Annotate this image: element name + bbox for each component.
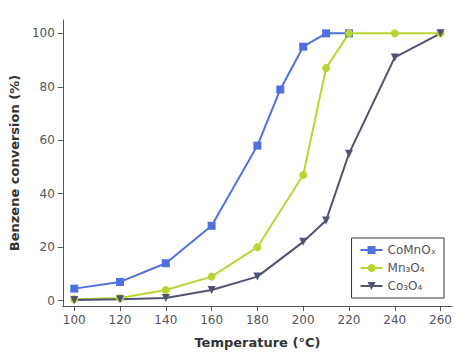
svg-text:0: 0 (47, 294, 55, 308)
svg-text:260: 260 (429, 313, 452, 327)
svg-text:200: 200 (292, 313, 315, 327)
svg-text:60: 60 (40, 133, 55, 147)
svg-text:Co₃O₄: Co₃O₄ (388, 279, 423, 293)
svg-text:Benzene conversion (%): Benzene conversion (%) (7, 75, 22, 251)
svg-text:CoMnOₓ: CoMnOₓ (388, 243, 436, 257)
svg-text:Mn₃O₄: Mn₃O₄ (388, 261, 425, 275)
svg-text:40: 40 (40, 187, 55, 201)
svg-text:220: 220 (338, 313, 361, 327)
svg-text:240: 240 (383, 313, 406, 327)
svg-text:180: 180 (246, 313, 269, 327)
svg-text:20: 20 (40, 240, 55, 254)
svg-text:140: 140 (154, 313, 177, 327)
svg-text:Temperature (°C): Temperature (°C) (194, 335, 320, 350)
svg-text:120: 120 (109, 313, 132, 327)
svg-text:100: 100 (63, 313, 86, 327)
svg-text:80: 80 (40, 80, 55, 94)
svg-text:160: 160 (200, 313, 223, 327)
svg-text:100: 100 (32, 26, 55, 40)
